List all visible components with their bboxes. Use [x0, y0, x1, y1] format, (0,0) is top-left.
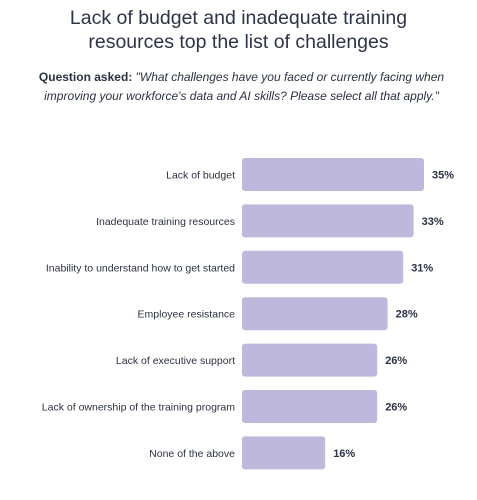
chart-title: Lack of budget and inadequate training r… [0, 6, 477, 54]
value-label: 26% [385, 355, 407, 367]
category-label: Employee resistance [138, 309, 236, 321]
bar [242, 436, 326, 470]
bar [242, 343, 378, 377]
category-label: Lack of ownership of the training progra… [42, 402, 235, 414]
chart-title-line-1: Lack of budget and inadequate training [69, 7, 408, 29]
category-label: None of the above [149, 448, 235, 460]
category-label: Inability to understand how to get start… [46, 262, 235, 274]
bar [242, 204, 414, 238]
bar [242, 297, 388, 331]
question-block: Question asked: "What challenges have yo… [14, 68, 469, 106]
question-text: "What challenges have you faced or curre… [44, 70, 445, 103]
value-label: 28% [396, 309, 418, 321]
bar [242, 158, 424, 191]
value-label: 31% [411, 262, 433, 274]
category-label: Lack of executive support [116, 355, 235, 367]
bar [242, 390, 378, 423]
category-label: Inadequate training resources [96, 216, 235, 228]
value-label: 16% [333, 448, 355, 460]
value-label: 33% [422, 216, 444, 228]
question-label: Question asked: [38, 70, 133, 84]
value-label: 35% [432, 170, 454, 182]
bar [242, 250, 404, 284]
chart-title-line-2: resources top the list of challenges [88, 31, 389, 53]
value-label: 26% [385, 402, 407, 414]
category-label: Lack of budget [166, 170, 235, 182]
